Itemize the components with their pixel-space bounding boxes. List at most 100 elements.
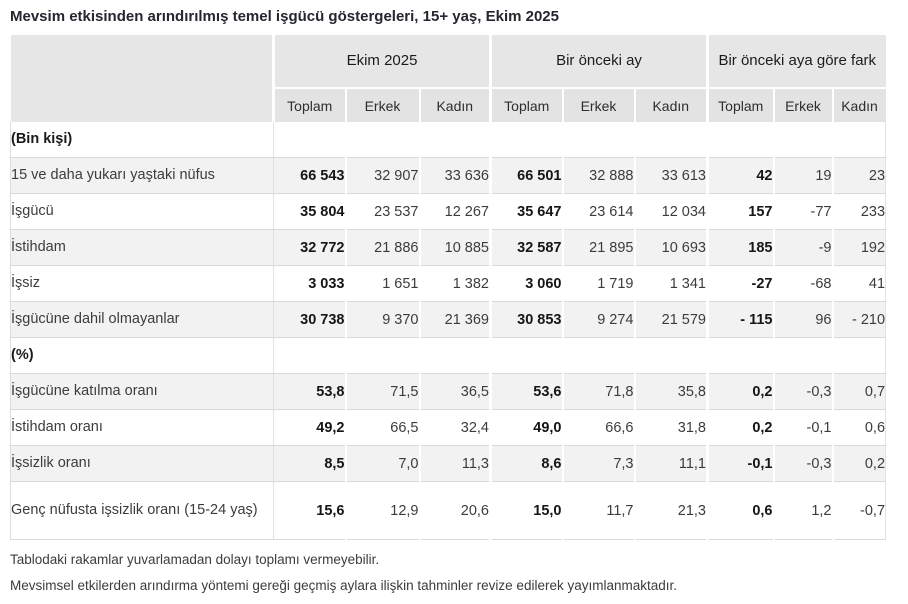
value-cell: 33 636 bbox=[418, 157, 491, 194]
section-label: (%) bbox=[10, 337, 274, 374]
value-cell: -68 bbox=[772, 265, 833, 302]
column-header-total: Toplam bbox=[489, 87, 563, 122]
value-cell: 21,3 bbox=[633, 481, 708, 540]
value-cell: 32 907 bbox=[344, 157, 420, 194]
row-label: İşsiz bbox=[10, 265, 274, 302]
table-row: İstihdam 32 772 21 886 10 885 32 587 21 895 10… bbox=[10, 229, 887, 266]
row-label: İşgücüne katılma oranı bbox=[10, 373, 274, 410]
row-label: İşsizlik oranı bbox=[10, 445, 274, 482]
value-cell: 71,5 bbox=[344, 373, 420, 410]
value-cell: 0,6 bbox=[706, 481, 774, 540]
value-cell: 96 bbox=[772, 301, 833, 338]
value-cell: 185 bbox=[706, 229, 774, 266]
value-cell: 35,8 bbox=[633, 373, 708, 410]
value-cell: 15,0 bbox=[489, 481, 563, 540]
value-cell bbox=[561, 122, 635, 158]
value-cell: 21 886 bbox=[344, 229, 420, 266]
value-cell bbox=[633, 122, 708, 158]
table-row: 15 ve daha yukarı yaştaki nüfus 66 543 32 … bbox=[10, 157, 887, 194]
value-cell: 192 bbox=[831, 229, 887, 266]
value-cell: 3 033 bbox=[273, 265, 346, 302]
value-cell: 12 267 bbox=[418, 193, 491, 230]
value-cell: - 115 bbox=[706, 301, 774, 338]
table-row: İşsizlik oranı 8,5 7,0 11,3 8,6 7,3 11,1 -0,1 -0… bbox=[10, 445, 887, 482]
column-header-male: Erkek bbox=[772, 87, 833, 122]
column-group-previous-month: Bir önceki ay bbox=[489, 35, 708, 88]
column-header-total: Toplam bbox=[272, 87, 346, 122]
table-row: İşgücüne dahil olmayanlar 30 738 9 370 21 3… bbox=[10, 301, 887, 338]
value-cell: 9 274 bbox=[561, 301, 635, 338]
value-cell: 0,2 bbox=[831, 445, 887, 482]
value-cell: 11,3 bbox=[418, 445, 491, 482]
value-cell: 66,6 bbox=[561, 409, 635, 446]
value-cell: 12,9 bbox=[344, 481, 420, 540]
value-cell: 20,6 bbox=[418, 481, 491, 540]
table-row: İşgücü 35 804 23 537 12 267 35 647 23 614 12 0… bbox=[10, 193, 887, 230]
value-cell: 0,6 bbox=[831, 409, 887, 446]
value-cell: 53,6 bbox=[489, 373, 563, 410]
value-cell: 10 885 bbox=[418, 229, 491, 266]
value-cell: 30 853 bbox=[489, 301, 563, 338]
value-cell: 9 370 bbox=[344, 301, 420, 338]
table-row: İstihdam oranı 49,2 66,5 32,4 49,0 66,6 31,8 0,… bbox=[10, 409, 887, 446]
value-cell: 66 543 bbox=[273, 157, 346, 194]
value-cell bbox=[706, 122, 774, 158]
value-cell: 7,0 bbox=[344, 445, 420, 482]
value-cell: -0,7 bbox=[831, 481, 887, 540]
table-row: İşsiz 3 033 1 651 1 382 3 060 1 719 1 341 -27 -6… bbox=[10, 265, 887, 302]
row-label: İstihdam oranı bbox=[10, 409, 274, 446]
column-group-current-month: Ekim 2025 bbox=[272, 35, 491, 88]
column-group-difference: Bir önceki aya göre fark bbox=[705, 35, 886, 88]
value-cell bbox=[633, 337, 708, 374]
section-label: (Bin kişi) bbox=[10, 122, 274, 158]
column-header-female: Kadın bbox=[831, 87, 886, 122]
value-cell: 33 613 bbox=[633, 157, 708, 194]
labour-indicators-table: Ekim 2025 Bir önceki ay Bir önceki aya g… bbox=[10, 35, 887, 540]
value-cell: 11,7 bbox=[561, 481, 635, 540]
value-cell: 35 804 bbox=[273, 193, 346, 230]
row-label: İşgücüne dahil olmayanlar bbox=[10, 301, 274, 338]
value-cell: -0,1 bbox=[706, 445, 774, 482]
value-cell: - 210 bbox=[831, 301, 887, 338]
value-cell: 10 693 bbox=[633, 229, 708, 266]
value-cell: 23 614 bbox=[561, 193, 635, 230]
value-cell: 157 bbox=[706, 193, 774, 230]
value-cell: 36,5 bbox=[418, 373, 491, 410]
value-cell bbox=[831, 337, 887, 374]
value-cell: -0,3 bbox=[772, 373, 833, 410]
column-header-female: Kadın bbox=[633, 87, 708, 122]
value-cell: -9 bbox=[772, 229, 833, 266]
value-cell: 32 587 bbox=[489, 229, 563, 266]
value-cell: 49,0 bbox=[489, 409, 563, 446]
section-row: (%) bbox=[10, 337, 887, 374]
row-label: İşgücü bbox=[10, 193, 274, 230]
value-cell: 0,7 bbox=[831, 373, 887, 410]
value-cell: 0,2 bbox=[706, 409, 774, 446]
value-cell bbox=[561, 337, 635, 374]
value-cell: 1 341 bbox=[633, 265, 708, 302]
value-cell: -0,3 bbox=[772, 445, 833, 482]
value-cell: 35 647 bbox=[489, 193, 563, 230]
value-cell: 3 060 bbox=[489, 265, 563, 302]
value-cell bbox=[418, 122, 491, 158]
value-cell: 15,6 bbox=[273, 481, 346, 540]
row-label: 15 ve daha yukarı yaştaki nüfus bbox=[10, 157, 274, 194]
value-cell: 31,8 bbox=[633, 409, 708, 446]
value-cell: 1,2 bbox=[772, 481, 833, 540]
value-cell: 71,8 bbox=[561, 373, 635, 410]
value-cell: 1 382 bbox=[418, 265, 491, 302]
value-cell: -0,1 bbox=[772, 409, 833, 446]
value-cell bbox=[831, 122, 887, 158]
table-body: (Bin kişi) 15 ve daha yukarı yaştaki nüfu… bbox=[10, 122, 887, 540]
page-title: Mevsim etkisinden arındırılmış temel işg… bbox=[10, 8, 559, 25]
value-cell: 32 888 bbox=[561, 157, 635, 194]
row-label: Genç nüfusta işsizlik oranı (15-24 yaş) bbox=[10, 481, 274, 540]
column-header-male: Erkek bbox=[561, 87, 635, 122]
value-cell bbox=[273, 122, 346, 158]
value-cell: -27 bbox=[706, 265, 774, 302]
value-cell: 66,5 bbox=[344, 409, 420, 446]
footnote-revision: Mevsimsel etkilerden arındırma yöntemi g… bbox=[10, 578, 678, 593]
value-cell: 7,3 bbox=[561, 445, 635, 482]
value-cell bbox=[418, 337, 491, 374]
